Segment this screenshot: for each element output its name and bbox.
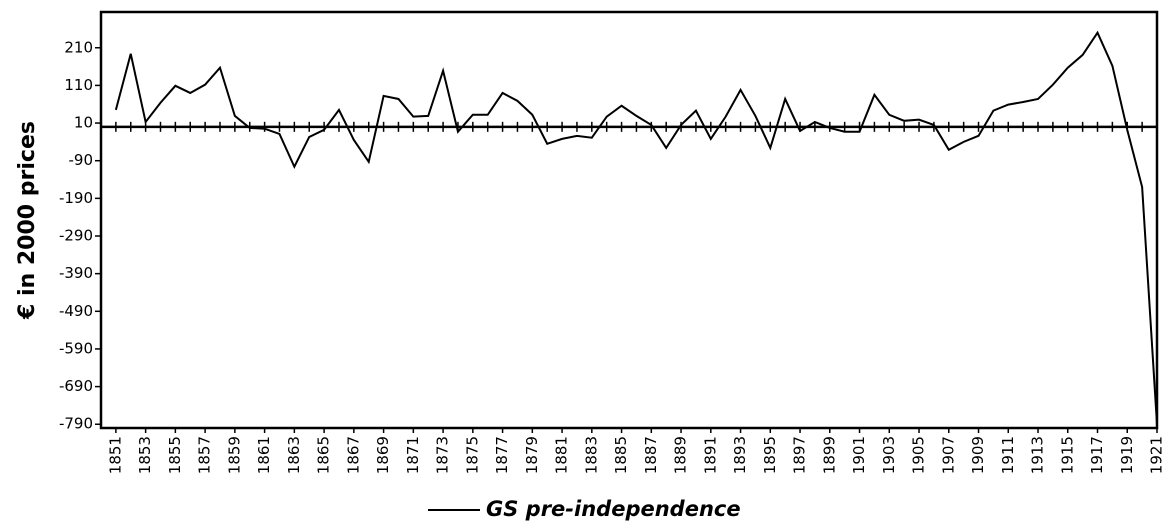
x-tick-label: 1853 — [136, 436, 154, 474]
x-tick-label: 1869 — [374, 436, 392, 474]
plot-frame — [99, 10, 1159, 430]
x-tick-label: 1859 — [225, 436, 243, 474]
y-tick-label: -190 — [59, 189, 93, 207]
x-tick-label: 1913 — [1029, 436, 1047, 474]
x-tick-label: 1867 — [344, 436, 362, 474]
x-tick-label: 1915 — [1058, 436, 1076, 474]
y-tick-label: 110 — [64, 76, 93, 94]
x-tick-label: 1873 — [434, 436, 452, 474]
y-tick-label: 10 — [74, 114, 93, 132]
y-tick-label: 210 — [64, 38, 93, 56]
y-tick-label: -790 — [59, 415, 93, 433]
x-tick-label: 1871 — [404, 436, 422, 474]
x-tick-label: 1875 — [463, 436, 481, 474]
y-tick-label: -690 — [59, 377, 93, 395]
x-tick-label: 1907 — [939, 436, 957, 474]
x-tick-label: 1857 — [196, 436, 214, 474]
legend-label: GS pre-independence — [486, 497, 741, 521]
data-line — [114, 30, 1158, 425]
x-tick-label: 1899 — [820, 436, 838, 474]
x-tick-label: 1909 — [969, 436, 987, 474]
x-tick-label: 1879 — [523, 436, 541, 474]
y-tick-label: -90 — [69, 151, 94, 169]
x-tick-label: 1895 — [761, 436, 779, 474]
x-tick-label: 1855 — [166, 436, 184, 474]
x-tick-label: 1865 — [315, 436, 333, 474]
x-tick-label: 1885 — [612, 436, 630, 474]
x-tick-label: 1921 — [1148, 436, 1163, 474]
x-tick-label: 1887 — [642, 436, 660, 474]
x-tick-label: 1861 — [255, 436, 273, 474]
x-tick-label: 1891 — [701, 436, 719, 474]
x-tick-label: 1877 — [493, 436, 511, 474]
x-tick-label: 1883 — [582, 436, 600, 474]
x-tick-label: 1889 — [672, 436, 690, 474]
x-tick-label: 1917 — [1088, 436, 1106, 474]
x-tick-label: 1897 — [791, 436, 809, 474]
x-tick-label: 1919 — [1118, 436, 1136, 474]
y-tick-label: -490 — [59, 302, 93, 320]
y-tick-label: -290 — [59, 227, 93, 245]
x-tick-label: 1905 — [910, 436, 928, 474]
x-tick-label: 1901 — [850, 436, 868, 474]
x-tick-label: 1863 — [285, 436, 303, 474]
x-tick-label: 1881 — [553, 436, 571, 474]
x-tick-label: 1903 — [880, 436, 898, 474]
y-tick-label: -390 — [59, 264, 93, 282]
y-axis-label: € in 2000 prices — [15, 121, 40, 320]
y-tick-label: -590 — [59, 339, 93, 357]
x-tick-label: 1893 — [731, 436, 749, 474]
x-tick-label: 1851 — [106, 436, 124, 474]
x-tick-label: 1911 — [999, 436, 1017, 474]
